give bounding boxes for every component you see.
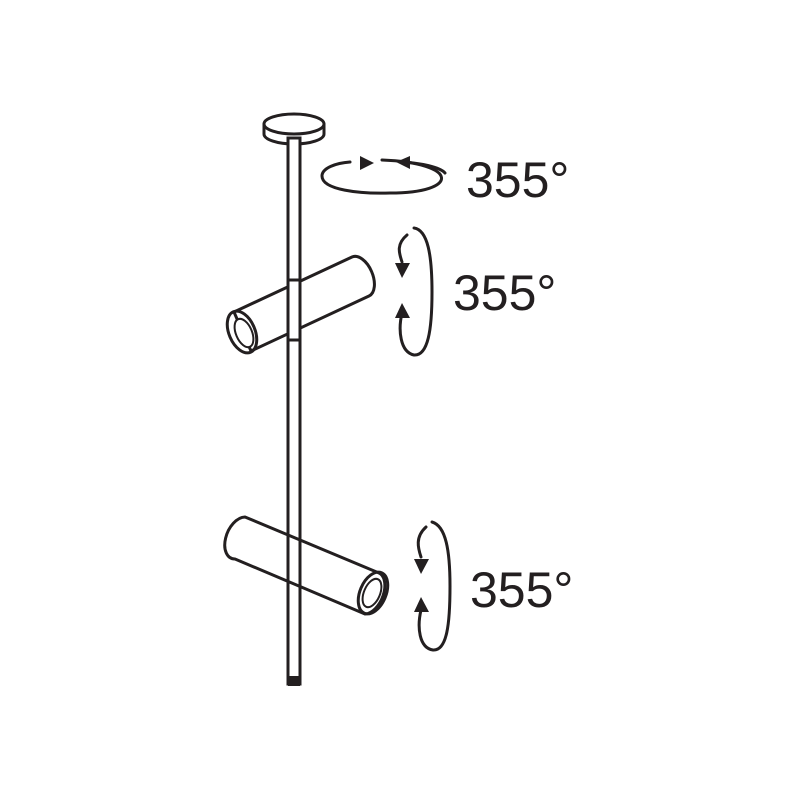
upper-spot-lens — [225, 309, 259, 355]
ceiling-rotation-label: 355° — [466, 152, 569, 208]
lower-spot-lens — [356, 570, 390, 616]
lower-spot-head — [223, 515, 390, 616]
pendant-rod — [286, 136, 302, 686]
lower-vertical-rotation-arrows-icon — [414, 520, 452, 652]
horizontal-rotation-arrows-icon — [320, 156, 447, 195]
upper-spot-head — [225, 254, 376, 355]
upper-vertical-rotation-arrows-icon — [395, 226, 434, 357]
upper-spot-rotation-label: 355° — [453, 265, 556, 321]
lower-spot-rotation-label: 355° — [470, 562, 573, 618]
